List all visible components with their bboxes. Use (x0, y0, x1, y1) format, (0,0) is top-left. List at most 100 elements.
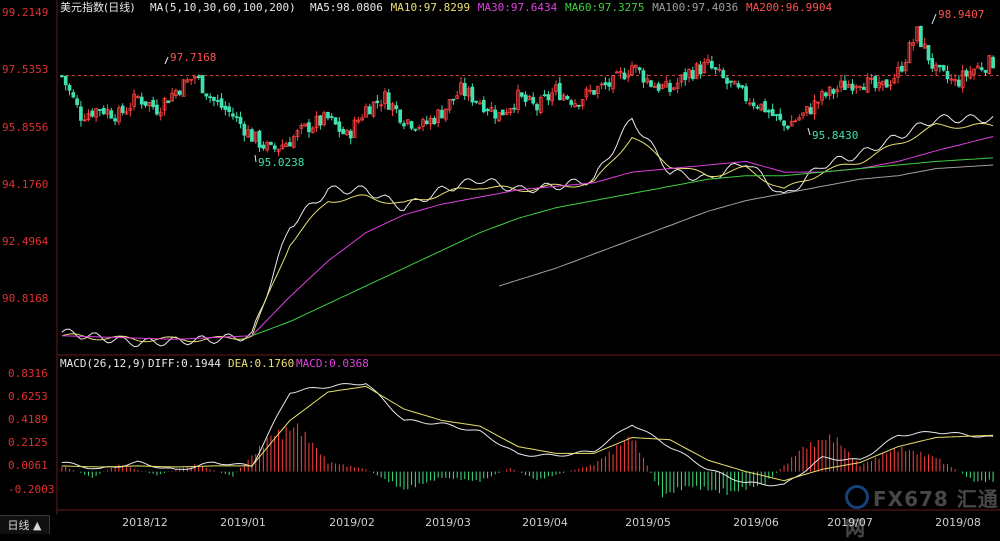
candle-body (345, 129, 349, 136)
candle-body (519, 92, 524, 97)
candle-body (63, 75, 68, 86)
candle-body (470, 86, 475, 103)
candle-body (721, 70, 726, 79)
candle-body (637, 67, 642, 71)
annotation-leader (254, 154, 257, 163)
candle-body (113, 118, 117, 122)
candlesticks (60, 25, 995, 157)
candle-body (280, 144, 285, 150)
candle-body (846, 84, 851, 88)
macd-y-axis-labels: 0.8316 0.6253 0.4189 0.2125 0.0061 -0.2003 (8, 367, 54, 496)
candle-body (991, 56, 995, 69)
candle-body (504, 112, 509, 115)
candle-body (333, 117, 338, 125)
ma-value-0: MA5:98.0806 (310, 1, 383, 14)
candle-body (797, 117, 802, 121)
candle-body (291, 136, 296, 148)
candle-body (793, 120, 798, 123)
candle-body (896, 67, 900, 78)
candle-body (538, 96, 543, 113)
candle-body (257, 130, 262, 148)
ma-line-ma5 (61, 113, 994, 348)
candle-body (253, 131, 258, 142)
ma-legend: 美元指数(日线) MA(5,10,30,60,100,200) MA5:98.0… (60, 0, 832, 14)
candle-body (379, 104, 384, 107)
candle-body (941, 65, 946, 71)
candle-body (170, 92, 174, 102)
candle-body (732, 80, 737, 85)
candle-body (789, 120, 794, 127)
candle-body (405, 119, 410, 124)
candle-body (367, 106, 372, 115)
candle-body (204, 93, 209, 97)
candle-body (976, 65, 980, 69)
candle-body (466, 88, 471, 97)
candle-body (561, 94, 566, 101)
candle-body (869, 77, 874, 80)
candle-body (117, 107, 121, 123)
candle-body (755, 106, 760, 109)
candle-body (383, 91, 387, 104)
candle-body (162, 97, 167, 111)
candle-body (580, 99, 585, 107)
ma-line-ma10 (61, 122, 994, 343)
candle-body (143, 101, 148, 106)
x-tick-label: 2019/06 (733, 516, 779, 529)
candle-body (485, 108, 490, 112)
candle-body (687, 69, 691, 78)
candle-body (402, 123, 406, 127)
y-tick-label: 95.8556 (2, 121, 48, 134)
candle-body (151, 100, 155, 108)
candle-body (706, 59, 710, 63)
candle-body (827, 86, 832, 96)
candle-body (310, 127, 315, 133)
candle-body (824, 92, 828, 97)
candle-body (778, 113, 783, 120)
candle-body (352, 119, 357, 138)
candle-body (550, 92, 555, 102)
candle-body (329, 116, 334, 118)
ma-line-ma60 (251, 157, 994, 337)
candle-body (854, 85, 859, 89)
candle-body (767, 110, 771, 113)
candle-body (497, 112, 501, 122)
candle-body (645, 78, 650, 83)
candle-body (177, 90, 182, 95)
x-tick-label: 2019/05 (625, 516, 671, 529)
ma-line-ma100 (498, 164, 994, 287)
candle-body (641, 70, 646, 83)
candle-body (440, 109, 444, 119)
macd-legend: MACD(26,12,9) DIFF:0.1944 DEA:0.1760 MAC… (60, 357, 369, 370)
candle-body (489, 106, 494, 112)
candle-body (413, 128, 418, 131)
candle-body (409, 121, 414, 129)
candle-body (702, 62, 707, 74)
candle-body (839, 80, 843, 88)
candle-body (424, 120, 429, 124)
candle-body (193, 76, 197, 79)
candle-body (481, 99, 486, 113)
macd-dea: DEA:0.1760 (228, 357, 294, 370)
candle-body (90, 110, 95, 117)
candle-body (276, 148, 281, 152)
macd-tick-label: 0.6253 (8, 390, 48, 403)
candle-body (888, 84, 893, 87)
candle-body (436, 109, 441, 123)
candle-body (881, 80, 885, 86)
candle-body (557, 82, 562, 101)
candle-body (934, 64, 938, 71)
macd-tick-label: -0.2003 (8, 483, 54, 496)
candle-body (314, 115, 319, 128)
candle-body (295, 130, 300, 138)
candle-body (105, 108, 110, 115)
candle-body (493, 109, 498, 119)
period-tab-daily[interactable]: 日线 ▲ (0, 515, 50, 534)
candle-body (398, 109, 403, 123)
macd-name: MACD(26,12,9) (60, 357, 146, 370)
candle-body (660, 84, 665, 89)
x-tick-label: 2019/07 (827, 516, 873, 529)
candle-body (588, 89, 593, 92)
candle-body (774, 114, 779, 117)
macd-tick-label: 0.2125 (8, 436, 48, 449)
candle-body (242, 123, 247, 136)
